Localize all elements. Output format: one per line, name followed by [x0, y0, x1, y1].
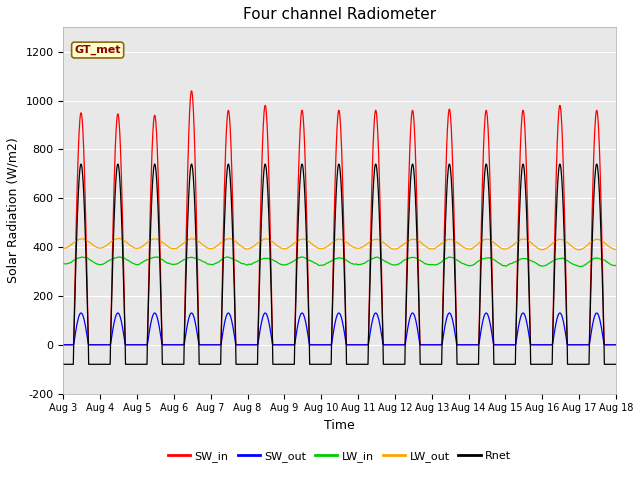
LW_in: [497, 262, 505, 267]
SW_out: [77, 310, 85, 316]
LW_out: [575, 247, 583, 253]
LW_out: [60, 245, 67, 251]
Line: SW_out: SW_out: [63, 313, 640, 345]
Line: Rnet: Rnet: [63, 164, 640, 364]
Rnet: [332, 199, 340, 205]
LW_out: [584, 242, 592, 248]
SW_out: [152, 311, 159, 317]
SW_in: [332, 157, 340, 163]
X-axis label: Time: Time: [324, 419, 355, 432]
LW_out: [152, 236, 159, 242]
SW_in: [497, 342, 505, 348]
Rnet: [77, 161, 85, 167]
SW_in: [152, 115, 159, 121]
LW_out: [332, 237, 340, 243]
SW_out: [60, 342, 67, 348]
Rnet: [152, 166, 159, 172]
SW_out: [332, 317, 340, 323]
Legend: SW_in, SW_out, LW_in, LW_out, Rnet: SW_in, SW_out, LW_in, LW_out, Rnet: [164, 447, 516, 467]
Y-axis label: Solar Radiation (W/m2): Solar Radiation (W/m2): [7, 138, 20, 283]
Text: GT_met: GT_met: [74, 45, 121, 55]
SW_in: [60, 342, 67, 348]
SW_out: [584, 342, 591, 348]
LW_in: [223, 254, 231, 260]
LW_in: [332, 256, 340, 262]
LW_in: [60, 261, 67, 266]
LW_out: [497, 245, 505, 251]
Rnet: [60, 361, 67, 367]
SW_in: [343, 342, 351, 348]
Rnet: [497, 361, 505, 367]
LW_out: [343, 240, 351, 245]
Line: SW_in: SW_in: [63, 91, 640, 345]
LW_in: [576, 264, 584, 269]
SW_in: [188, 88, 195, 94]
SW_in: [584, 342, 591, 348]
SW_out: [343, 342, 351, 348]
LW_in: [343, 258, 351, 264]
SW_out: [497, 342, 505, 348]
LW_out: [115, 236, 123, 241]
Line: LW_out: LW_out: [63, 239, 640, 250]
Rnet: [584, 361, 591, 367]
Rnet: [343, 361, 351, 367]
Line: LW_in: LW_in: [63, 257, 640, 266]
LW_in: [152, 254, 159, 260]
LW_in: [584, 260, 592, 266]
Title: Four channel Radiometer: Four channel Radiometer: [243, 7, 436, 22]
